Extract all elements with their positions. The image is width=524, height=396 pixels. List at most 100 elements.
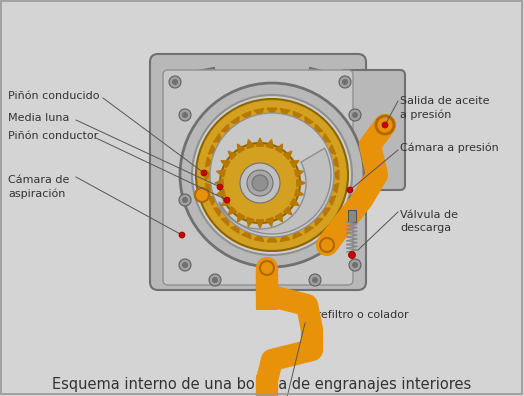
- Text: Piñón conductor: Piñón conductor: [8, 131, 99, 141]
- Bar: [348, 210, 356, 222]
- Circle shape: [342, 79, 348, 85]
- Circle shape: [212, 277, 218, 283]
- Circle shape: [195, 188, 209, 202]
- Polygon shape: [215, 179, 223, 187]
- Polygon shape: [290, 198, 299, 206]
- Circle shape: [224, 197, 230, 203]
- Text: Salida de aceite
a presión: Salida de aceite a presión: [400, 96, 489, 120]
- Polygon shape: [216, 189, 225, 196]
- Polygon shape: [267, 235, 277, 242]
- Polygon shape: [221, 217, 230, 226]
- Polygon shape: [205, 157, 213, 167]
- Polygon shape: [266, 139, 273, 148]
- Polygon shape: [297, 179, 305, 187]
- Text: Cámara a presión: Cámara a presión: [400, 143, 499, 153]
- Circle shape: [182, 262, 188, 268]
- Circle shape: [382, 122, 388, 128]
- FancyBboxPatch shape: [340, 70, 405, 190]
- Circle shape: [312, 277, 318, 283]
- Polygon shape: [231, 225, 239, 233]
- Polygon shape: [228, 206, 236, 215]
- Circle shape: [196, 99, 348, 251]
- Polygon shape: [322, 208, 330, 216]
- Circle shape: [180, 83, 364, 267]
- Circle shape: [347, 187, 353, 193]
- Text: Válvula de
descarga: Válvula de descarga: [400, 210, 458, 233]
- Polygon shape: [209, 196, 216, 205]
- Polygon shape: [247, 218, 254, 227]
- Circle shape: [309, 274, 321, 286]
- Polygon shape: [221, 124, 230, 133]
- Circle shape: [179, 259, 191, 271]
- Circle shape: [352, 112, 358, 118]
- Polygon shape: [331, 183, 339, 193]
- Circle shape: [349, 109, 361, 121]
- Polygon shape: [280, 234, 290, 242]
- Polygon shape: [267, 108, 277, 115]
- Circle shape: [192, 95, 352, 255]
- Text: Esquema interno de una bomba de engranajes interiores: Esquema interno de una bomba de engranaj…: [52, 377, 472, 392]
- Circle shape: [348, 251, 355, 259]
- Polygon shape: [254, 234, 264, 242]
- Polygon shape: [305, 117, 313, 125]
- Polygon shape: [294, 170, 303, 177]
- Polygon shape: [275, 213, 282, 222]
- Polygon shape: [247, 139, 254, 148]
- Circle shape: [259, 274, 271, 286]
- Polygon shape: [328, 145, 335, 154]
- Text: Piñón conducido: Piñón conducido: [8, 91, 100, 101]
- Polygon shape: [216, 170, 225, 177]
- Polygon shape: [331, 157, 339, 167]
- Polygon shape: [205, 183, 213, 193]
- Circle shape: [201, 170, 207, 176]
- Polygon shape: [305, 225, 313, 233]
- FancyBboxPatch shape: [163, 70, 353, 285]
- Circle shape: [349, 194, 361, 206]
- Polygon shape: [283, 151, 292, 160]
- Polygon shape: [205, 170, 212, 180]
- Circle shape: [352, 197, 358, 203]
- Polygon shape: [209, 145, 216, 154]
- Text: Cámara de
aspiración: Cámara de aspiración: [8, 175, 69, 199]
- Circle shape: [320, 238, 334, 252]
- Polygon shape: [256, 220, 264, 228]
- Circle shape: [220, 143, 300, 223]
- Polygon shape: [283, 206, 292, 215]
- Polygon shape: [328, 196, 335, 205]
- Circle shape: [179, 194, 191, 206]
- Polygon shape: [314, 124, 323, 133]
- Polygon shape: [290, 160, 299, 168]
- Polygon shape: [237, 213, 245, 222]
- FancyBboxPatch shape: [150, 54, 366, 290]
- Circle shape: [182, 197, 188, 203]
- Circle shape: [352, 262, 358, 268]
- Polygon shape: [322, 134, 330, 142]
- Circle shape: [182, 112, 188, 118]
- Polygon shape: [332, 170, 339, 180]
- Circle shape: [209, 274, 221, 286]
- Polygon shape: [294, 189, 303, 196]
- Circle shape: [260, 261, 274, 275]
- Polygon shape: [275, 144, 282, 153]
- Polygon shape: [228, 151, 236, 160]
- Polygon shape: [231, 117, 239, 125]
- Polygon shape: [256, 138, 264, 146]
- Circle shape: [240, 163, 280, 203]
- Polygon shape: [219, 148, 331, 234]
- Text: Media luna: Media luna: [8, 113, 69, 123]
- Polygon shape: [221, 198, 230, 206]
- Polygon shape: [254, 109, 264, 116]
- Polygon shape: [214, 208, 222, 216]
- Circle shape: [172, 79, 178, 85]
- Polygon shape: [242, 230, 251, 239]
- Circle shape: [262, 277, 268, 283]
- Circle shape: [179, 232, 185, 238]
- Circle shape: [210, 113, 334, 237]
- Circle shape: [376, 116, 394, 134]
- Polygon shape: [280, 109, 290, 116]
- Circle shape: [169, 76, 181, 88]
- Circle shape: [252, 175, 268, 191]
- Polygon shape: [242, 111, 251, 120]
- Circle shape: [339, 76, 351, 88]
- Text: Prefiltro o colador: Prefiltro o colador: [310, 310, 409, 320]
